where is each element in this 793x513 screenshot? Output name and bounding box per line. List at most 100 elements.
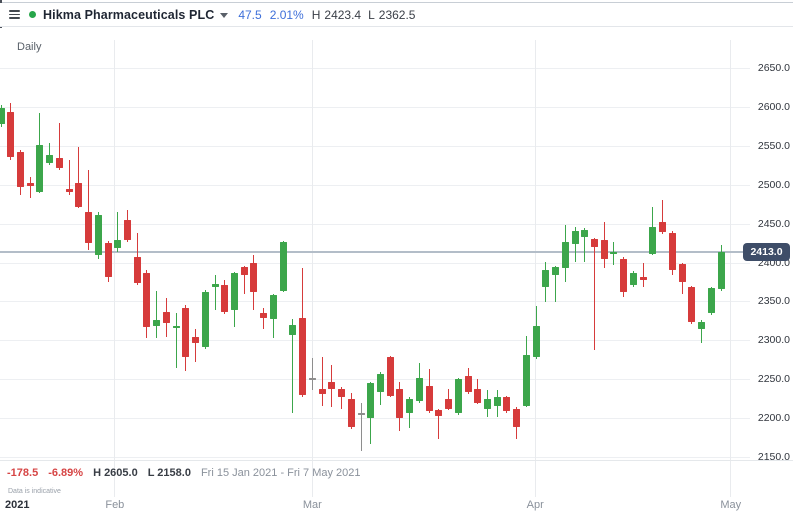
candle-wick bbox=[175, 313, 177, 368]
candle[interactable] bbox=[445, 398, 453, 409]
candle-wick bbox=[594, 237, 596, 350]
toolbar: Hikma Pharmaceuticals PLC 47.5 2.01% H 2… bbox=[0, 3, 793, 27]
candle[interactable] bbox=[717, 252, 725, 289]
candle[interactable] bbox=[114, 239, 122, 249]
candle[interactable] bbox=[474, 388, 482, 403]
candle[interactable] bbox=[85, 211, 93, 244]
candle[interactable] bbox=[231, 273, 239, 310]
candle[interactable] bbox=[172, 326, 180, 329]
menu-icon[interactable] bbox=[9, 10, 20, 19]
gridline-horizontal bbox=[0, 184, 750, 186]
candle-wick bbox=[29, 176, 31, 198]
candle[interactable] bbox=[26, 183, 34, 187]
candle-wick bbox=[243, 265, 245, 294]
candle[interactable] bbox=[571, 230, 579, 244]
candle[interactable] bbox=[143, 272, 151, 328]
candle[interactable] bbox=[221, 285, 229, 313]
instrument-name[interactable]: Hikma Pharmaceuticals PLC bbox=[43, 7, 215, 22]
candle[interactable] bbox=[328, 382, 336, 389]
candle[interactable] bbox=[454, 379, 462, 414]
candle-wick bbox=[701, 320, 703, 344]
candle[interactable] bbox=[678, 264, 686, 282]
candle[interactable] bbox=[75, 183, 83, 208]
candle[interactable] bbox=[357, 412, 365, 415]
disclaimer-text: Data is indicative bbox=[8, 488, 61, 495]
candle[interactable] bbox=[55, 158, 63, 169]
candle[interactable] bbox=[211, 283, 219, 288]
candle[interactable] bbox=[65, 188, 73, 192]
candle[interactable] bbox=[94, 215, 102, 255]
price-axis-label: 2300.0 bbox=[757, 334, 790, 347]
candle[interactable] bbox=[532, 325, 540, 358]
candle-wick bbox=[341, 386, 343, 409]
candle[interactable] bbox=[192, 337, 200, 343]
candle[interactable] bbox=[347, 398, 355, 428]
candle[interactable] bbox=[162, 312, 170, 324]
candle[interactable] bbox=[386, 357, 394, 396]
candle[interactable] bbox=[201, 292, 209, 348]
candle[interactable] bbox=[493, 397, 501, 406]
price-axis-label: 2500.0 bbox=[757, 178, 790, 191]
candle[interactable] bbox=[415, 377, 423, 401]
candle[interactable] bbox=[552, 267, 560, 275]
candle[interactable] bbox=[279, 242, 287, 291]
candle[interactable] bbox=[318, 388, 326, 394]
time-axis-label: 2021 bbox=[5, 499, 30, 511]
candle[interactable] bbox=[0, 108, 5, 124]
candle[interactable] bbox=[464, 376, 472, 393]
candle[interactable] bbox=[308, 378, 316, 381]
candle-wick bbox=[88, 169, 90, 251]
candle[interactable] bbox=[396, 388, 404, 419]
candle[interactable] bbox=[376, 373, 384, 393]
candle[interactable] bbox=[338, 388, 346, 398]
gridline-horizontal bbox=[0, 223, 750, 225]
window-top-border bbox=[0, 2, 793, 3]
candle[interactable] bbox=[620, 258, 628, 293]
candle[interactable] bbox=[406, 398, 414, 414]
candle[interactable] bbox=[591, 239, 599, 247]
candle[interactable] bbox=[289, 324, 297, 335]
candle[interactable] bbox=[133, 257, 141, 284]
candle[interactable] bbox=[16, 152, 24, 188]
candle[interactable] bbox=[153, 320, 161, 326]
candle[interactable] bbox=[707, 288, 715, 314]
chart-plot-area[interactable]: Daily 2650.0 2600.0 2550.0 2500.0 2450.0 2400… bbox=[0, 28, 793, 513]
candle[interactable] bbox=[698, 322, 706, 329]
candle[interactable] bbox=[299, 317, 307, 395]
price-axis-label: 2550.0 bbox=[757, 139, 790, 152]
candle[interactable] bbox=[425, 386, 433, 412]
candle[interactable] bbox=[46, 155, 54, 163]
candle[interactable] bbox=[104, 243, 112, 278]
session-high-label: H bbox=[311, 7, 321, 22]
candle[interactable] bbox=[250, 262, 258, 293]
candle[interactable] bbox=[629, 272, 637, 286]
candle[interactable] bbox=[600, 239, 608, 259]
price-axis-label: 2350.0 bbox=[757, 295, 790, 308]
candle[interactable] bbox=[561, 242, 569, 268]
candle[interactable] bbox=[522, 355, 530, 406]
candle[interactable] bbox=[7, 112, 15, 158]
candle[interactable] bbox=[610, 251, 618, 254]
candle[interactable] bbox=[581, 229, 589, 237]
candle[interactable] bbox=[542, 270, 550, 288]
candle[interactable] bbox=[240, 267, 248, 275]
candle[interactable] bbox=[688, 287, 696, 323]
candle[interactable] bbox=[668, 232, 676, 271]
candle[interactable] bbox=[123, 220, 131, 240]
chevron-down-icon[interactable] bbox=[220, 13, 229, 18]
candle[interactable] bbox=[435, 410, 443, 416]
candle[interactable] bbox=[503, 397, 511, 412]
candle[interactable] bbox=[367, 383, 375, 419]
candle[interactable] bbox=[513, 408, 521, 428]
candle[interactable] bbox=[484, 398, 491, 409]
candle-wick bbox=[68, 159, 70, 195]
change-percent: 2.01% bbox=[269, 7, 304, 22]
candle[interactable] bbox=[260, 313, 268, 318]
candle[interactable] bbox=[182, 307, 190, 358]
candle[interactable] bbox=[269, 295, 277, 319]
candle[interactable] bbox=[36, 145, 44, 193]
candle[interactable] bbox=[639, 277, 647, 281]
candle[interactable] bbox=[659, 222, 667, 233]
gridline-vertical bbox=[311, 40, 313, 497]
candle[interactable] bbox=[649, 227, 657, 254]
